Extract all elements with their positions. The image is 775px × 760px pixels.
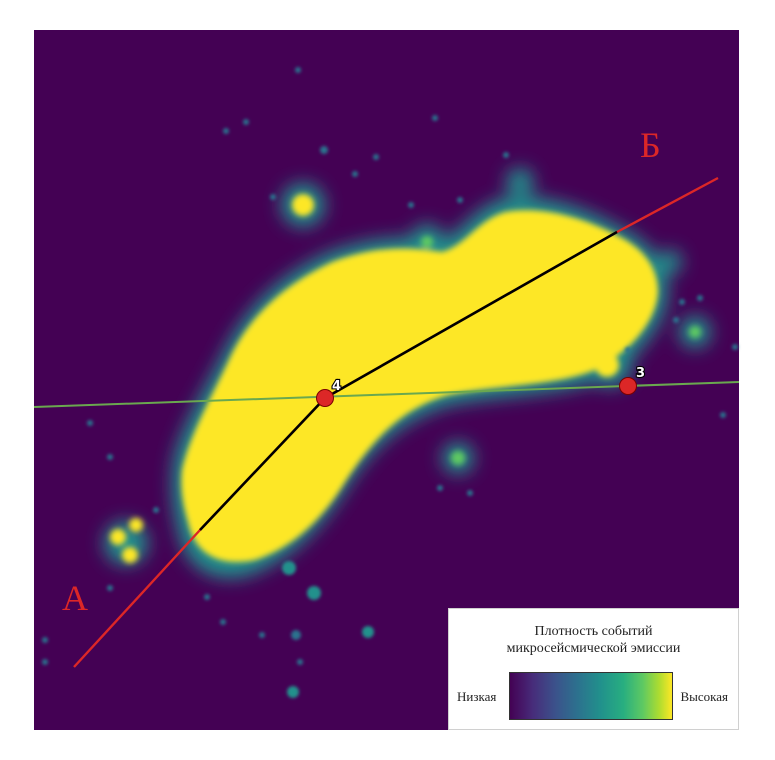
legend-colorbar [509, 672, 673, 720]
profile-end-label: Б [640, 125, 661, 165]
legend-low-label: Низкая [457, 689, 497, 704]
profile-start-label: А [62, 578, 88, 618]
colorbar-legend: Плотность событий микросейсмической эмис… [448, 608, 739, 730]
scattered-events [42, 67, 738, 698]
legend-title-line1: Плотность событий [534, 624, 653, 639]
point-4-marker[interactable] [316, 389, 334, 407]
point-3[interactable]: 3 [619, 365, 646, 395]
point-3-label: 3 [636, 366, 645, 381]
legend-title-line2: микросейсмической эмиссии [506, 641, 681, 656]
legend-title: Плотность событий микросейсмической эмис… [449, 623, 738, 657]
density-core [110, 194, 701, 563]
legend-high-label: Высокая [680, 689, 728, 704]
point-4-label: 4 [332, 379, 341, 394]
point-3-marker[interactable] [619, 377, 637, 395]
point-4[interactable]: 4 [316, 378, 342, 407]
